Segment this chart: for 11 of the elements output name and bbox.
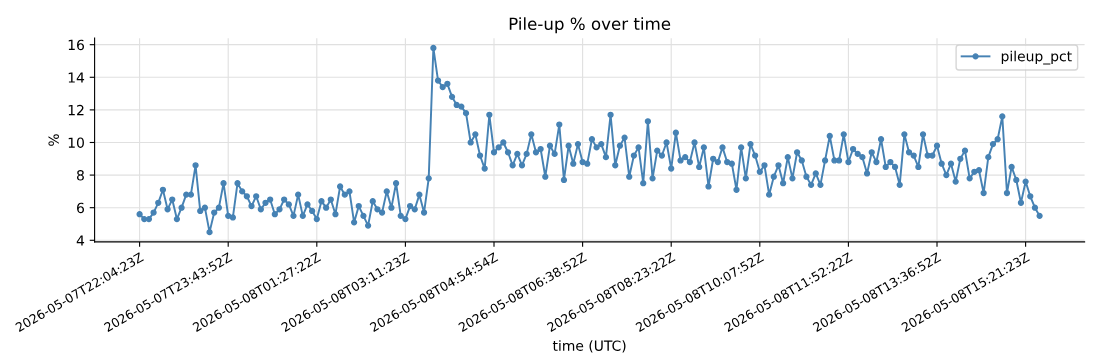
y-tick-label: 16 bbox=[68, 39, 84, 51]
y-tick-label: 14 bbox=[68, 72, 85, 83]
y-tick-label: 8 bbox=[76, 170, 84, 181]
x-axis-title: time (UTC) bbox=[552, 340, 626, 353]
chart-title: Pile-up % over time bbox=[509, 17, 671, 34]
y-axis-title: % bbox=[48, 134, 59, 146]
y-tick-label: 10 bbox=[68, 137, 84, 148]
y-tick-label: 4 bbox=[76, 235, 85, 246]
y-tick-label: 12 bbox=[68, 104, 84, 116]
legend-label: pileup_pct bbox=[1001, 50, 1072, 65]
y-tick-label: 6 bbox=[77, 202, 84, 214]
